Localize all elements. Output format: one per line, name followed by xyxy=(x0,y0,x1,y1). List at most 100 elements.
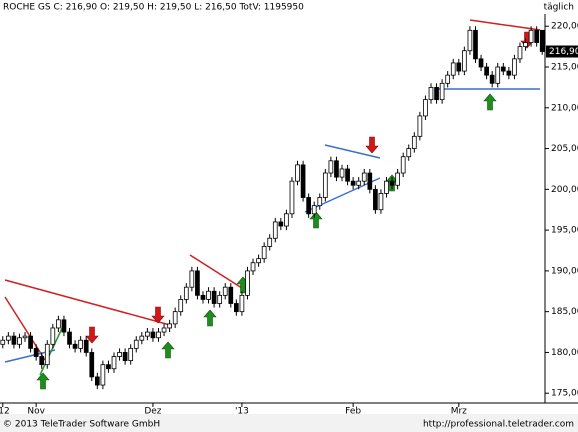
candle-body xyxy=(22,335,28,339)
candle-body xyxy=(56,319,61,329)
candle-body xyxy=(456,62,462,72)
candle-body xyxy=(117,352,122,357)
x-tick-label: Dez xyxy=(144,407,161,417)
footer-right: http://professional.teletrader.com xyxy=(423,420,574,430)
candle-body xyxy=(395,172,400,186)
candle-body xyxy=(228,286,234,304)
candle-body xyxy=(334,160,339,178)
candle-body xyxy=(256,258,261,264)
candle-body xyxy=(345,168,350,182)
candle-body xyxy=(161,327,167,333)
x-tick-label: Feb xyxy=(345,407,361,417)
candle-body xyxy=(500,66,506,72)
candle-body xyxy=(423,99,428,117)
candle-body xyxy=(473,29,478,60)
candle-body xyxy=(484,66,489,76)
y-tick-label: 175,00 xyxy=(551,389,578,399)
candle-body xyxy=(378,193,384,211)
candle-body xyxy=(356,180,362,186)
period: täglich xyxy=(544,3,574,13)
y-tick-label: 210,00 xyxy=(551,103,578,113)
candle-body xyxy=(139,335,145,341)
y-tick-label: 215,00 xyxy=(551,63,578,73)
candle-body xyxy=(267,237,273,247)
candle-body xyxy=(172,311,178,325)
candle-body xyxy=(317,197,323,207)
candle-body xyxy=(28,335,33,349)
candle-body xyxy=(439,82,445,101)
candle-body xyxy=(234,303,239,313)
candle-body xyxy=(445,74,451,84)
candle-body xyxy=(245,270,250,296)
last-price-label: 216,90 xyxy=(549,47,578,57)
candle-body xyxy=(44,343,50,366)
candle-body xyxy=(311,205,317,215)
candle-body xyxy=(222,286,228,296)
candle-body xyxy=(339,168,345,178)
candle-body xyxy=(539,29,545,52)
y-tick-label: 220,00 xyxy=(551,22,578,32)
y-tick-label: 180,00 xyxy=(551,348,578,358)
candle-body xyxy=(528,29,534,43)
candle-body xyxy=(272,221,278,239)
candle-body xyxy=(17,337,22,345)
candle-body xyxy=(83,339,89,353)
candle-body xyxy=(373,188,378,211)
candle-body xyxy=(206,290,211,300)
footer-left: © 2013 TeleTrader Software GmbH xyxy=(3,420,160,430)
last-price-box xyxy=(546,45,578,58)
candle-body xyxy=(523,42,528,48)
x-tick-label: Nov xyxy=(27,407,45,417)
candle-body xyxy=(506,70,512,76)
candle-body xyxy=(467,29,473,52)
chart-title: ROCHE GS C: 216,90 O: 219,50 H: 219,50 L… xyxy=(3,3,304,13)
candle-body xyxy=(278,221,284,227)
candle-body xyxy=(72,343,78,349)
candle-body xyxy=(389,180,395,186)
candle-body xyxy=(250,262,256,272)
candle-body xyxy=(411,135,417,149)
candle-body xyxy=(0,339,6,345)
candle-body xyxy=(189,270,195,288)
candle-body xyxy=(211,290,217,304)
candle-body xyxy=(495,66,501,84)
candle-body xyxy=(78,339,83,349)
annotations xyxy=(4,19,541,376)
candle-body xyxy=(350,180,356,186)
candle-body xyxy=(450,62,456,76)
candle-body xyxy=(67,331,72,345)
candle-body xyxy=(384,180,389,194)
candle-body xyxy=(478,58,484,68)
candle-body xyxy=(517,46,523,60)
y-tick-label: 190,00 xyxy=(551,266,578,276)
candle-body xyxy=(33,347,39,357)
candle-body xyxy=(178,299,184,313)
candle-body xyxy=(106,364,111,370)
candle-body xyxy=(11,335,17,345)
candle-body xyxy=(300,164,306,198)
candle-body xyxy=(111,356,117,370)
candle-body xyxy=(145,331,150,337)
y-tick-label: 205,00 xyxy=(551,144,578,154)
candle-body xyxy=(428,86,434,101)
candle-body xyxy=(489,74,495,84)
candle-body xyxy=(94,376,100,386)
candle-body xyxy=(400,156,406,174)
footer-bg xyxy=(0,414,578,432)
x-tick-label: '13 xyxy=(235,407,249,417)
y-tick-label: 185,00 xyxy=(551,307,578,317)
candle-body xyxy=(167,323,172,329)
candle-body xyxy=(434,86,439,101)
candle-body xyxy=(361,172,367,182)
candle-body xyxy=(156,331,161,339)
candle-body xyxy=(295,164,300,182)
x-tick-label: Mrz xyxy=(451,407,467,417)
candle-body xyxy=(534,29,540,43)
candle-body xyxy=(128,347,134,361)
candle-body xyxy=(261,246,267,260)
candle-body xyxy=(367,172,373,190)
candle-body xyxy=(39,356,45,366)
candle-body xyxy=(217,294,223,304)
candle-body xyxy=(322,172,328,198)
y-tick-label: 200,00 xyxy=(551,185,578,195)
